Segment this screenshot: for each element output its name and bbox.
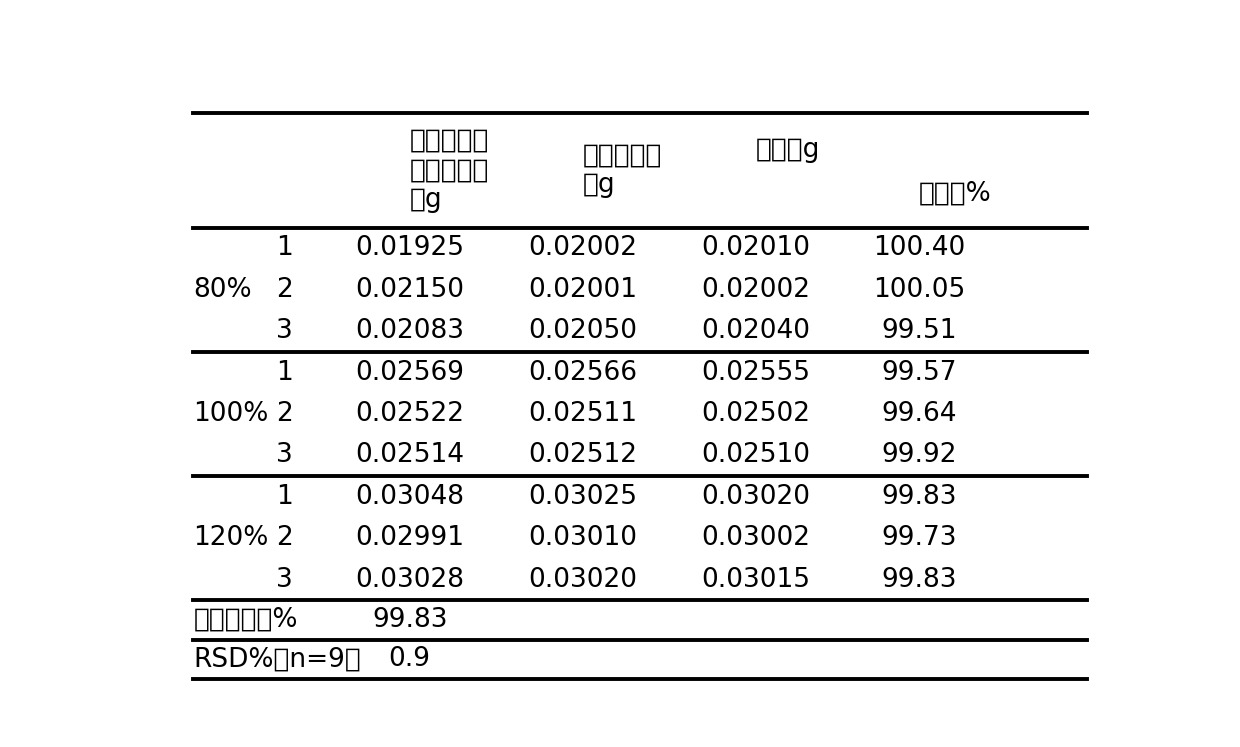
Text: 0.03010: 0.03010 <box>528 525 637 551</box>
Text: 0.9: 0.9 <box>388 646 430 672</box>
Text: 0.03025: 0.03025 <box>528 484 637 510</box>
Text: 99.64: 99.64 <box>882 401 957 427</box>
Text: 120%: 120% <box>193 525 269 551</box>
Text: 0.03048: 0.03048 <box>355 484 464 510</box>
Text: 0.02050: 0.02050 <box>528 318 637 344</box>
Text: 99.83: 99.83 <box>882 567 957 592</box>
Text: 0.03002: 0.03002 <box>701 525 810 551</box>
Text: 0.02511: 0.02511 <box>528 401 637 427</box>
Text: 0.02569: 0.02569 <box>355 359 464 385</box>
Text: 0.02522: 0.02522 <box>355 401 464 427</box>
Text: 100.40: 100.40 <box>873 235 965 261</box>
Text: 0.02150: 0.02150 <box>355 277 464 303</box>
Text: 1: 1 <box>277 235 293 261</box>
Text: 2: 2 <box>277 525 293 551</box>
Text: 0.03028: 0.03028 <box>355 567 464 592</box>
Text: 0.02010: 0.02010 <box>701 235 810 261</box>
Text: 0.02083: 0.02083 <box>355 318 464 344</box>
Text: 2: 2 <box>277 401 293 427</box>
Text: 0.02566: 0.02566 <box>528 359 637 385</box>
Text: 99.83: 99.83 <box>882 484 957 510</box>
Text: 99.73: 99.73 <box>882 525 957 551</box>
Text: 0.02002: 0.02002 <box>701 277 810 303</box>
Text: 1: 1 <box>277 359 293 385</box>
Text: 3: 3 <box>277 442 293 468</box>
Text: 100%: 100% <box>193 401 269 427</box>
Text: 0.02040: 0.02040 <box>701 318 810 344</box>
Text: 0.02991: 0.02991 <box>355 525 464 551</box>
Text: 100.05: 100.05 <box>873 277 965 303</box>
Text: 回收率%: 回收率% <box>919 180 992 206</box>
Text: 0.02555: 0.02555 <box>701 359 810 385</box>
Text: 3: 3 <box>277 567 293 592</box>
Text: 0.03020: 0.03020 <box>528 567 637 592</box>
Text: 0.02001: 0.02001 <box>528 277 637 303</box>
Text: 80%: 80% <box>193 277 252 303</box>
Text: 99.57: 99.57 <box>882 359 957 385</box>
Text: 99.51: 99.51 <box>882 318 957 344</box>
Text: 供试品中牛
磺胆酸的质
量g: 供试品中牛 磺胆酸的质 量g <box>409 127 489 213</box>
Text: 0.03020: 0.03020 <box>701 484 810 510</box>
Text: 对照品称样
量g: 对照品称样 量g <box>583 142 662 198</box>
Text: 测得量g: 测得量g <box>755 137 820 163</box>
Text: 1: 1 <box>277 484 293 510</box>
Text: 0.03015: 0.03015 <box>701 567 810 592</box>
Text: 0.02502: 0.02502 <box>701 401 810 427</box>
Text: 0.02514: 0.02514 <box>355 442 464 468</box>
Text: 0.02512: 0.02512 <box>528 442 637 468</box>
Text: 0.02510: 0.02510 <box>701 442 810 468</box>
Text: 0.02002: 0.02002 <box>528 235 637 261</box>
Text: 平均回收率%: 平均回收率% <box>193 607 298 633</box>
Text: 0.01925: 0.01925 <box>355 235 464 261</box>
Text: RSD%（n=9）: RSD%（n=9） <box>193 646 361 672</box>
Text: 99.83: 99.83 <box>372 607 448 633</box>
Text: 2: 2 <box>277 277 293 303</box>
Text: 3: 3 <box>277 318 293 344</box>
Text: 99.92: 99.92 <box>882 442 957 468</box>
